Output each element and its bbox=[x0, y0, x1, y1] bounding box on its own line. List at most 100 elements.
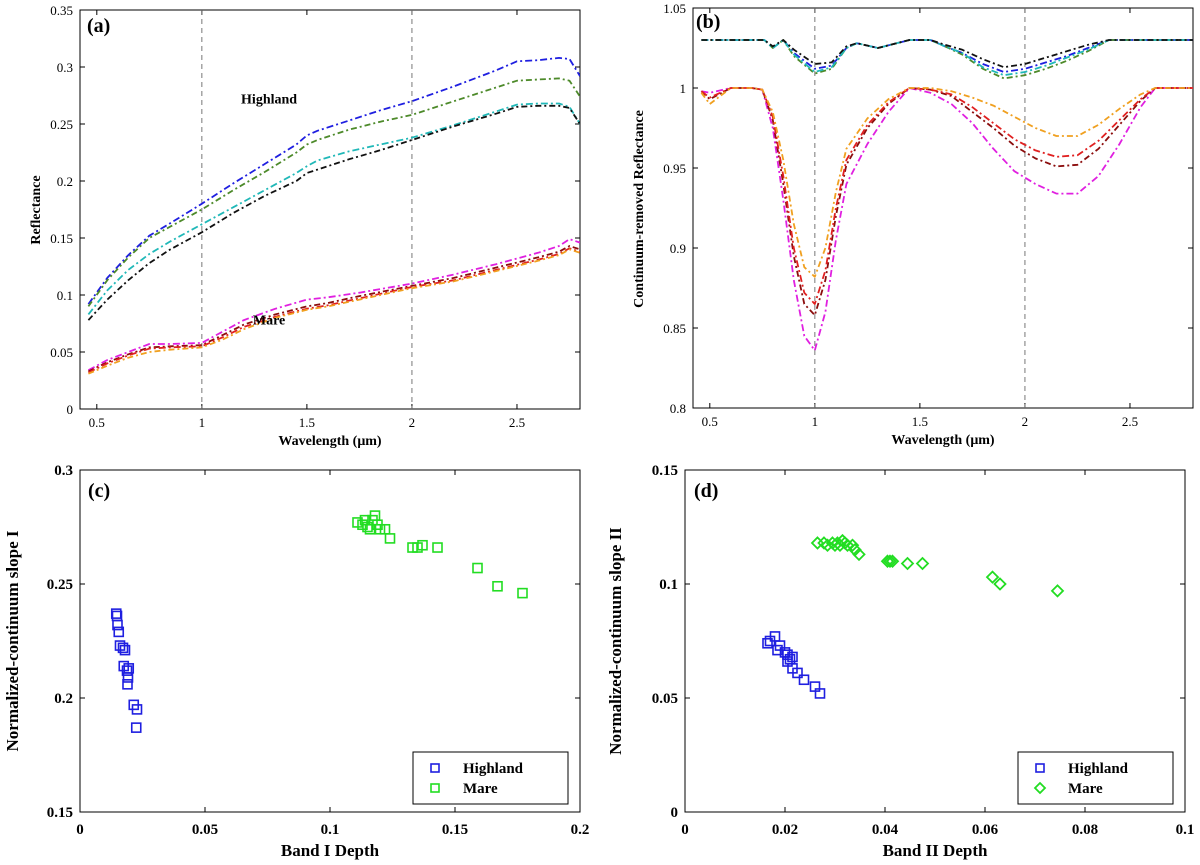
scatter-point bbox=[492, 580, 503, 592]
y-tick-label: 0.1 bbox=[57, 288, 73, 303]
panel-label: (d) bbox=[694, 480, 718, 502]
x-tick-label: 0.2 bbox=[571, 822, 590, 838]
y-tick-label: 0.3 bbox=[57, 60, 73, 75]
series-line bbox=[701, 39, 1193, 77]
y-tick-label: 0.3 bbox=[54, 463, 73, 479]
legend-label: Mare bbox=[1068, 781, 1103, 797]
panel-label: (b) bbox=[696, 11, 720, 33]
scatter-point bbox=[130, 722, 142, 733]
y-tick-label: 0.35 bbox=[50, 3, 73, 18]
scatter-point bbox=[432, 542, 443, 553]
x-tick-label: 0.02 bbox=[772, 822, 798, 838]
x-tick-label: 0.05 bbox=[192, 822, 218, 838]
y-axis-title: Continuum-removed Reflectance bbox=[632, 110, 647, 308]
series-line bbox=[88, 245, 580, 373]
axes-frame bbox=[692, 7, 1194, 409]
scatter-point bbox=[417, 539, 428, 551]
scatter-point bbox=[883, 554, 897, 568]
x-axis-title: Wavelength (μm) bbox=[278, 434, 382, 449]
y-tick-label: 0.9 bbox=[670, 241, 686, 256]
y-tick-label: 0.15 bbox=[652, 463, 678, 479]
scatter-point bbox=[472, 562, 483, 574]
scatter-point bbox=[359, 514, 371, 526]
series-line bbox=[87, 57, 580, 305]
y-tick-label: 0.15 bbox=[50, 231, 73, 246]
scatter-point bbox=[792, 667, 803, 679]
panel-a: 0.5 1 1.5 2 2.5 0 0.05 0.1 0.15 0.2 0.25 0.3 0.35 Wav… bbox=[29, 3, 581, 449]
legend-marker bbox=[1033, 781, 1047, 795]
series-line bbox=[700, 87, 1193, 305]
panel-label: (c) bbox=[88, 480, 110, 502]
x-tick-label: 0.5 bbox=[89, 415, 105, 430]
scatter-point bbox=[384, 533, 396, 544]
series-group bbox=[700, 39, 1193, 352]
series-group bbox=[762, 533, 1065, 699]
panel-label: (a) bbox=[87, 15, 110, 37]
x-tick-label: 0.1 bbox=[321, 822, 340, 838]
series-line bbox=[87, 102, 580, 315]
x-tick-label: 0.15 bbox=[442, 822, 468, 838]
x-tick-label: 2.5 bbox=[1122, 414, 1138, 429]
scatter-point bbox=[985, 570, 1000, 584]
panel-c: 0 0.05 0.1 0.15 0.2 0.15 0.2 0.25 0.3 Band I Dept… bbox=[3, 463, 589, 860]
y-tick-label: 0.8 bbox=[670, 401, 686, 416]
scatter-point bbox=[814, 688, 826, 699]
x-tick-label: 0.5 bbox=[702, 414, 718, 429]
y-tick-label: 1 bbox=[680, 81, 687, 96]
y-tick-label: 0.15 bbox=[47, 805, 73, 821]
x-axis-title: Band I Depth bbox=[281, 841, 380, 860]
scatter-point bbox=[112, 619, 123, 631]
series-line bbox=[701, 39, 1193, 69]
x-tick-label: 0.06 bbox=[972, 822, 999, 838]
x-tick-label: 0 bbox=[76, 822, 84, 838]
x-tick-label: 0.04 bbox=[872, 822, 899, 838]
series-line bbox=[87, 104, 580, 321]
x-tick-label: 1 bbox=[199, 415, 206, 430]
scatter-point bbox=[121, 665, 133, 676]
x-axis-title: Wavelength (μm) bbox=[891, 433, 995, 448]
y-tick-label: 0.95 bbox=[663, 161, 686, 176]
scatter-point bbox=[119, 644, 131, 656]
scatter-point bbox=[762, 637, 773, 649]
scatter-point bbox=[113, 626, 125, 638]
scatter-point bbox=[915, 556, 930, 571]
legend-label: Highland bbox=[1068, 761, 1129, 777]
y-tick-label: 0.85 bbox=[663, 321, 686, 336]
legend-label: Mare bbox=[463, 781, 498, 797]
y-axis-title: Normalized-continuum slope II bbox=[606, 527, 625, 755]
x-tick-label: 2 bbox=[1022, 414, 1029, 429]
scatter-point bbox=[1050, 584, 1065, 598]
legend-box bbox=[412, 751, 569, 805]
scatter-point bbox=[798, 674, 810, 686]
y-tick-label: 0.25 bbox=[47, 577, 73, 593]
x-tick-label: 2.5 bbox=[509, 415, 525, 430]
x-tick-label: 2 bbox=[409, 415, 416, 430]
y-tick-label: 0 bbox=[67, 402, 74, 417]
scatter-point bbox=[880, 554, 895, 568]
series-line bbox=[87, 238, 580, 371]
scatter-point bbox=[900, 556, 915, 571]
scatter-point bbox=[122, 672, 134, 683]
y-axis-title: Reflectance bbox=[29, 175, 44, 244]
series-line bbox=[88, 248, 580, 375]
legend-marker bbox=[1035, 763, 1045, 773]
y-tick-label: 0.1 bbox=[659, 577, 678, 593]
y-tick-label: 0.2 bbox=[57, 174, 73, 189]
scatter-point bbox=[845, 538, 860, 553]
series-line bbox=[87, 77, 580, 307]
x-tick-label: 1.5 bbox=[912, 414, 928, 429]
legend-marker bbox=[430, 783, 440, 793]
legend: Highland Mare bbox=[1017, 751, 1174, 805]
x-tick-label: 1.5 bbox=[299, 415, 315, 430]
scatter-point bbox=[517, 587, 528, 599]
scatter-point bbox=[764, 635, 776, 647]
series-line bbox=[88, 247, 580, 374]
scatter-point bbox=[885, 554, 900, 568]
axes-frame bbox=[79, 9, 581, 410]
x-axis-title: Band II Depth bbox=[883, 841, 988, 860]
panel-d: 0 0.02 0.04 0.06 0.08 0.1 0 0.05 0.1 0.15 Band II … bbox=[606, 463, 1194, 860]
series-group bbox=[110, 510, 528, 733]
scatter-point bbox=[852, 547, 866, 562]
series-line bbox=[700, 87, 1193, 278]
